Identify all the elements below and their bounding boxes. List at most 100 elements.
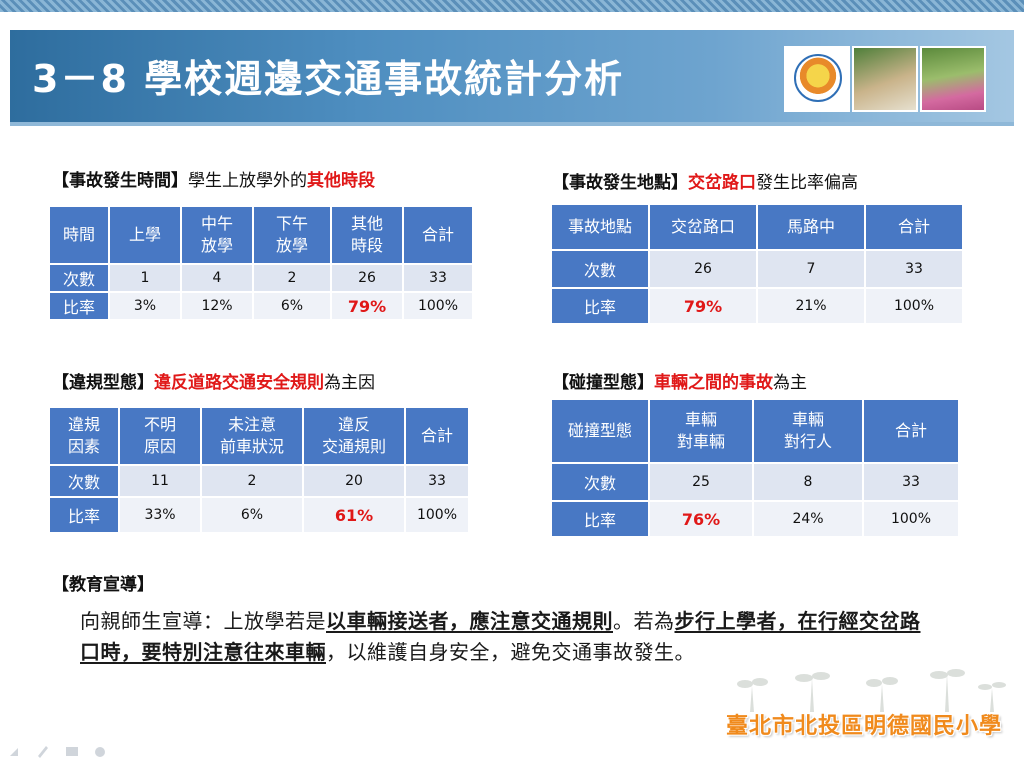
table-header-cell: 合計 <box>406 408 468 464</box>
education-text-underlined-2: 步行上學者，在行經交岔路口時，要特別注意往來車輛 <box>80 609 921 664</box>
table-header-cell: 其他 時段 <box>332 207 402 263</box>
school-logo-image <box>784 46 850 112</box>
table-cell: 100% <box>866 289 962 323</box>
table-header-cell: 未注意 前車狀況 <box>202 408 302 464</box>
collision-table: 碰撞型態 車輛 對車輛 車輛 對行人 合計 次數 25 8 33 比率 76% 24% 100% <box>550 398 960 538</box>
table-header-cell: 交岔路口 <box>650 205 756 249</box>
top-decorative-stripe <box>0 0 1024 12</box>
time-heading-plain: 學生上放學外的 <box>188 171 307 191</box>
table-cell: 4 <box>182 265 252 291</box>
education-paragraph: 向親師生宣導：上放學若是以車輛接送者，應注意交通規則。若為步行上學者，在行經交岔… <box>80 606 930 668</box>
sprouts-decoration <box>737 669 1006 712</box>
school-name-label: 臺北市北投區明德國民小學 <box>726 714 1003 739</box>
table-row: 次數 26 7 33 <box>552 251 962 287</box>
table-cell: 24% <box>754 502 862 536</box>
education-heading: 【教育宣導】 <box>52 575 154 595</box>
students-reading-photo <box>852 46 918 112</box>
collision-heading-bracket: 【碰撞型態】 <box>552 373 654 393</box>
table-row-label: 次數 <box>552 464 648 500</box>
table-cell: 11 <box>120 466 200 496</box>
table-header-row: 碰撞型態 車輛 對車輛 車輛 對行人 合計 <box>552 400 958 462</box>
table-row: 比率 3% 12% 6% 79% 100% <box>50 293 472 319</box>
table-cell: 2 <box>202 466 302 496</box>
table-header-cell: 合計 <box>404 207 472 263</box>
table-cell: 6% <box>254 293 330 319</box>
location-heading-plain: 發生比率偏高 <box>756 173 858 193</box>
collision-heading-highlight: 車輛之間的事故 <box>654 373 773 393</box>
location-section-heading: 【事故發生地點】交岔路口發生比率偏高 <box>552 168 858 193</box>
table-header-row: 時間 上學 中午 放學 下午 放學 其他 時段 合計 <box>50 207 472 263</box>
table-cell: 33 <box>864 464 958 500</box>
table-cell: 26 <box>332 265 402 291</box>
table-row: 次數 11 2 20 33 <box>50 466 468 496</box>
education-text-3: ，以維護自身安全，避免交通事故發生。 <box>326 640 695 664</box>
education-text-2: 。若為 <box>613 609 675 633</box>
table-cell: 33 <box>406 466 468 496</box>
table-header-cell: 不明 原因 <box>120 408 200 464</box>
table-cell: 100% <box>406 498 468 532</box>
table-row: 比率 76% 24% 100% <box>552 502 958 536</box>
table-header-cell: 合計 <box>864 400 958 462</box>
table-cell: 7 <box>758 251 864 287</box>
collision-heading-plain: 為主 <box>773 373 807 393</box>
table-row: 次數 1 4 2 26 33 <box>50 265 472 291</box>
table-cell: 3% <box>110 293 180 319</box>
table-cell: 79% <box>650 289 756 323</box>
violation-heading-plain: 為主因 <box>324 373 375 393</box>
time-section-heading: 【事故發生時間】學生上放學外的其他時段 <box>52 166 375 191</box>
violation-heading-bracket: 【違規型態】 <box>52 373 154 393</box>
table-cell: 79% <box>332 293 402 319</box>
table-cell: 33 <box>404 265 472 291</box>
table-cell: 33% <box>120 498 200 532</box>
table-cell: 33 <box>866 251 962 287</box>
table-cell: 2 <box>254 265 330 291</box>
location-heading-bracket: 【事故發生地點】 <box>552 173 688 193</box>
school-emblem-icon <box>794 54 842 102</box>
collision-section-heading: 【碰撞型態】車輛之間的事故為主 <box>552 368 807 393</box>
violation-heading-highlight: 違反道路交通安全規則 <box>154 373 324 393</box>
table-header-cell: 車輛 對行人 <box>754 400 862 462</box>
table-cell: 76% <box>650 502 752 536</box>
table-row: 比率 33% 6% 61% 100% <box>50 498 468 532</box>
table-row-label: 比率 <box>50 498 118 532</box>
table-header-cell: 合計 <box>866 205 962 249</box>
table-header-cell: 下午 放學 <box>254 207 330 263</box>
table-row-label: 次數 <box>552 251 648 287</box>
table-header-cell: 違規 因素 <box>50 408 118 464</box>
table-row-label: 比率 <box>552 289 648 323</box>
table-cell: 26 <box>650 251 756 287</box>
education-text-underlined-1: 以車輛接送者，應注意交通規則 <box>326 609 613 633</box>
table-row-label: 比率 <box>50 293 108 319</box>
table-header-cell: 車輛 對車輛 <box>650 400 752 462</box>
location-heading-highlight: 交岔路口 <box>688 173 756 193</box>
table-cell: 100% <box>864 502 958 536</box>
table-header-row: 事故地點 交岔路口 馬路中 合計 <box>552 205 962 249</box>
table-header-cell: 上學 <box>110 207 180 263</box>
table-cell: 100% <box>404 293 472 319</box>
time-table: 時間 上學 中午 放學 下午 放學 其他 時段 合計 次數 1 4 2 26 33 比率 3% 12% 6% 79% 1… <box>48 205 474 321</box>
table-header-row: 違規 因素 不明 原因 未注意 前車狀況 違反 交通規則 合計 <box>50 408 468 464</box>
table-header-cell: 中午 放學 <box>182 207 252 263</box>
table-cell: 61% <box>304 498 404 532</box>
table-row-label: 比率 <box>552 502 648 536</box>
time-heading-highlight: 其他時段 <box>307 171 375 191</box>
slide-title: 3－8 學校週邊交通事故統計分析 <box>32 57 625 101</box>
table-row: 比率 79% 21% 100% <box>552 289 962 323</box>
campus-garden-photo <box>920 46 986 112</box>
table-cell: 6% <box>202 498 302 532</box>
table-row-label: 次數 <box>50 466 118 496</box>
violation-section-heading: 【違規型態】違反道路交通安全規則為主因 <box>52 368 375 393</box>
location-table: 事故地點 交岔路口 馬路中 合計 次數 26 7 33 比率 79% 21% 100% <box>550 203 964 325</box>
slide-nav-icons <box>10 746 105 758</box>
table-header-cell: 事故地點 <box>552 205 648 249</box>
table-cell: 12% <box>182 293 252 319</box>
table-header-cell: 時間 <box>50 207 108 263</box>
table-cell: 1 <box>110 265 180 291</box>
table-header-cell: 違反 交通規則 <box>304 408 404 464</box>
table-row: 次數 25 8 33 <box>552 464 958 500</box>
table-cell: 8 <box>754 464 862 500</box>
table-row-label: 次數 <box>50 265 108 291</box>
time-heading-bracket: 【事故發生時間】 <box>52 171 188 191</box>
table-header-cell: 馬路中 <box>758 205 864 249</box>
table-cell: 25 <box>650 464 752 500</box>
